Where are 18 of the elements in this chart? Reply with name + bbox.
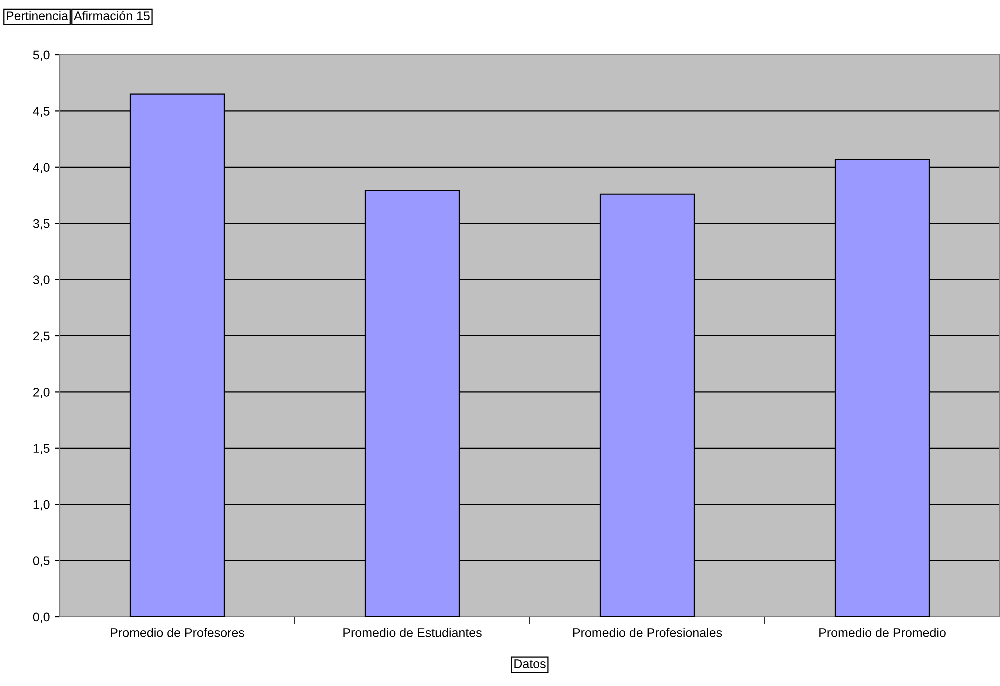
text: Pertinencia: [7, 11, 69, 21]
text: Afirmación 15: [74, 11, 150, 21]
y-tick-label: 3,5: [33, 219, 50, 230]
y-tick-label: 0,0: [33, 612, 50, 624]
x-axis-title: Datos: [514, 660, 546, 668]
y-tick-label: 4,0: [33, 163, 50, 174]
y-tick-label: 3,0: [33, 276, 50, 286]
y-tick-label: 1,5: [34, 444, 50, 455]
y-tick-label: 0,5: [33, 556, 50, 567]
x-tick-label: Promedio de Promedio: [820, 628, 946, 638]
y-tick-label: 2,5: [34, 332, 50, 342]
x-tick-label: Promedio de Profesionales: [573, 628, 722, 638]
y-tick-label: 1,0: [34, 500, 50, 511]
y-tick-label: 5,0: [33, 50, 50, 62]
y-tick-label: 2,0: [34, 388, 50, 398]
x-tick-label: Promedio de Estudiantes: [344, 628, 482, 638]
x-tick-label: Promedio de Profesores: [111, 628, 244, 638]
y-tick-label: 4,5: [33, 107, 50, 118]
